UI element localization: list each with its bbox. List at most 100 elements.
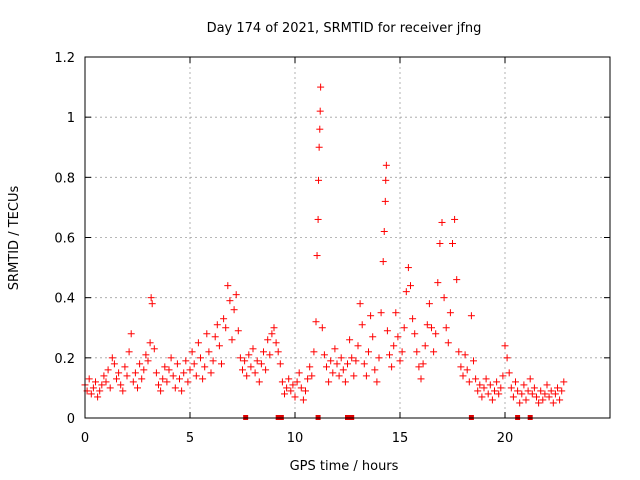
data-point [188, 348, 196, 356]
data-point [224, 282, 232, 290]
data-point [402, 288, 410, 296]
data-point [150, 345, 158, 353]
data-point [171, 384, 179, 392]
data-point [129, 378, 137, 386]
data-point [442, 324, 450, 332]
data-point [190, 360, 198, 368]
data-point [276, 360, 284, 368]
data-point [453, 276, 461, 284]
data-point [260, 348, 267, 356]
data-point [317, 83, 325, 91]
data-point [551, 390, 559, 398]
data-point [386, 351, 393, 359]
data-point [308, 372, 316, 380]
data-point [352, 357, 360, 365]
data-point [356, 300, 364, 308]
data-point [155, 381, 162, 389]
data-point [333, 360, 341, 368]
data-point [382, 161, 390, 169]
data-point [136, 360, 144, 368]
data-point [388, 363, 396, 371]
data-point [245, 351, 253, 359]
data-point [377, 309, 385, 317]
data-point [430, 348, 438, 356]
data-point [560, 378, 568, 386]
data-point [516, 399, 524, 407]
data-point [373, 378, 381, 386]
data-point [89, 384, 97, 392]
data-point [293, 378, 301, 386]
data-point [537, 387, 545, 395]
data-point [438, 218, 446, 226]
y-tick-label: 1.2 [54, 51, 75, 66]
data-point [398, 348, 406, 356]
plot-frame [84, 56, 611, 419]
data-point [390, 342, 398, 350]
data-point [413, 348, 421, 356]
data-point [104, 366, 112, 374]
data-point [360, 360, 368, 368]
data-point [123, 372, 131, 380]
data-point [488, 396, 496, 404]
data-point [163, 378, 171, 386]
data-point [432, 330, 440, 338]
data-point [341, 378, 349, 386]
data-point [520, 381, 528, 389]
data-point [283, 384, 291, 392]
data-point [100, 372, 108, 380]
data-point [371, 366, 379, 374]
data-point [545, 393, 553, 401]
data-point [186, 366, 194, 374]
data-point [313, 252, 321, 260]
y-tick-label: 0.2 [54, 352, 75, 367]
x-tick-label: 5 [186, 431, 194, 446]
data-point [152, 369, 160, 377]
data-point [514, 387, 522, 395]
data-series-srmtid [81, 83, 568, 407]
data-point [318, 324, 326, 332]
data-point [436, 240, 444, 248]
data-point [230, 306, 238, 314]
data-point [169, 372, 177, 380]
x-tick-label: 20 [497, 431, 514, 446]
x-axis-ticks: 0 5 10 15 20 [81, 57, 513, 446]
data-point [556, 396, 564, 404]
data-point [215, 342, 223, 350]
data-point [98, 381, 106, 389]
data-point [247, 363, 255, 371]
data-point [134, 384, 141, 392]
data-point [499, 372, 507, 380]
data-point [434, 279, 442, 287]
data-point [423, 321, 431, 329]
data-point [335, 372, 343, 380]
data-point [421, 342, 429, 350]
data-point [493, 378, 501, 386]
data-point [211, 333, 219, 341]
data-point [144, 357, 152, 365]
data-point [316, 125, 324, 133]
data-point [243, 372, 251, 380]
data-point [524, 387, 532, 395]
data-point [539, 396, 547, 404]
data-point [320, 351, 328, 359]
y-tick-label: 0.8 [54, 171, 75, 186]
data-point [375, 354, 383, 362]
data-point [306, 363, 314, 371]
data-point [108, 354, 116, 362]
x-tick-label: 10 [287, 431, 304, 446]
data-point [354, 342, 362, 350]
data-point [218, 360, 225, 368]
data-point [228, 336, 236, 344]
data-point [257, 360, 265, 368]
data-point [503, 354, 511, 362]
data-point [236, 354, 244, 362]
data-point [470, 357, 477, 365]
data-point [486, 381, 494, 389]
data-point [362, 372, 370, 380]
data-point [365, 348, 372, 356]
data-point [404, 264, 412, 272]
data-point [509, 393, 517, 401]
data-point [467, 312, 475, 320]
data-point [474, 387, 482, 395]
data-point [543, 381, 551, 389]
